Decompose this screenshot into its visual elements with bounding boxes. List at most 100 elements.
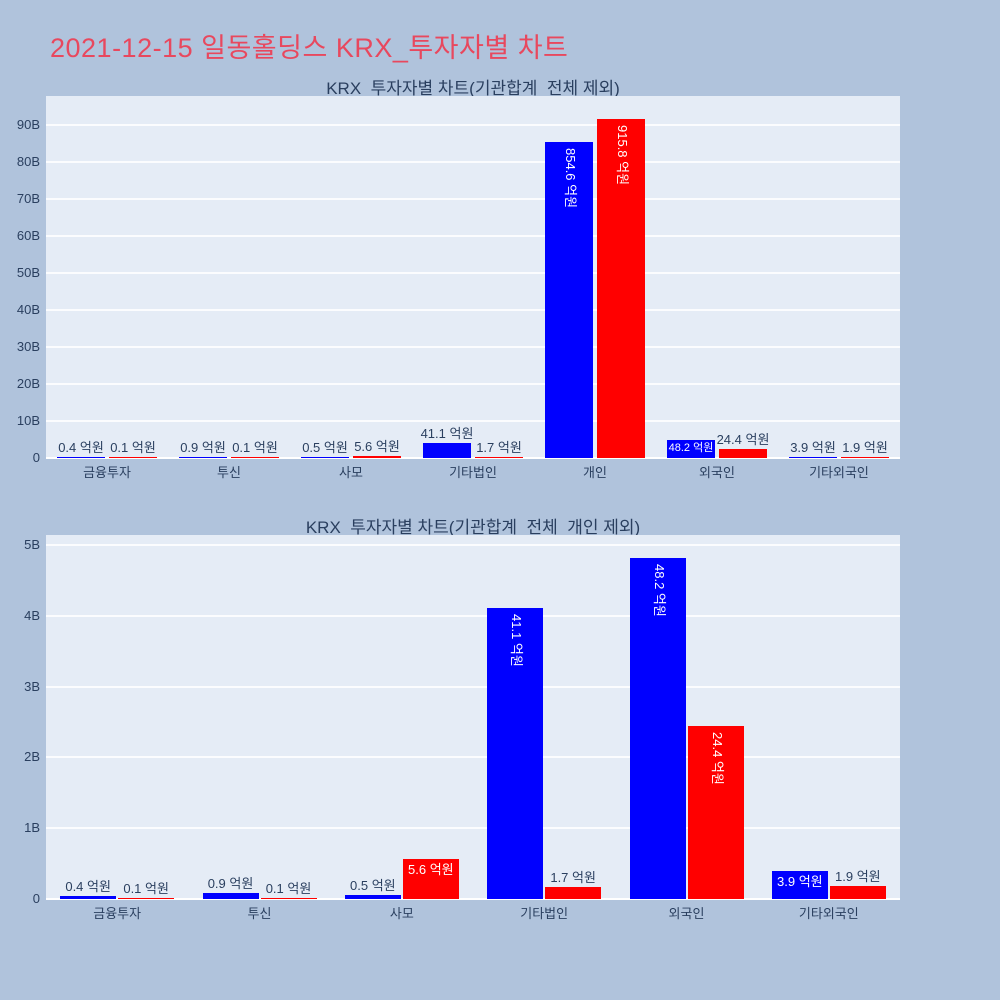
bar-blue-4[interactable]: [629, 557, 686, 899]
bar-value-label: 24.4 억원: [716, 431, 770, 447]
bar-red-3[interactable]: [545, 886, 602, 899]
gridline: [46, 543, 900, 546]
bar-value-label: 0.5 억원: [350, 878, 396, 894]
bar-value-label: 1.7 억원: [476, 440, 522, 455]
gridline: [46, 308, 900, 311]
bar-value-label: 5.6 억원: [408, 862, 454, 878]
y-tick-label: 90B: [16, 116, 40, 132]
y-tick-label: 0: [32, 891, 40, 906]
bar-red-1[interactable]: [231, 457, 279, 458]
x-tick-label: 기타외국인: [798, 906, 859, 921]
chart-all-investors: KRX_투자자별 차트(기관합계_전체 제외) 0 10B 20B 30B 40B 50B…: [17, 80, 900, 480]
x-axis-line: [46, 457, 900, 459]
y-tick-label: 10B: [16, 412, 40, 428]
bar-value-label: 1.7 억원: [550, 869, 596, 885]
bar-red-0[interactable]: [118, 898, 175, 899]
bar-value-label-text: 854.6 억원: [563, 147, 578, 208]
y-tick-label: 30B: [16, 338, 40, 354]
y-tick-label: 40B: [16, 301, 40, 317]
bar-red-1[interactable]: [260, 898, 317, 899]
bar-blue-0[interactable]: [60, 896, 117, 899]
y-tick-label: 1B: [24, 820, 40, 836]
gridline: [46, 271, 900, 274]
bar-red-3[interactable]: [475, 457, 523, 458]
bar-value-label: 0.1 억원: [232, 440, 278, 455]
y-tick-label: 50B: [16, 264, 40, 280]
y-tick-label: 80B: [16, 153, 40, 169]
bar-value-label: 0.1 억원: [123, 881, 169, 896]
bar-value-label: 5.6 억원: [354, 438, 400, 454]
bar-value-label: 41.1 억원: [420, 425, 474, 441]
gridline: [46, 234, 900, 237]
bar-value-label-text: 24.4 억원: [709, 732, 725, 786]
x-tick-label: 투신: [217, 465, 241, 480]
bar-red-6[interactable]: [841, 457, 889, 458]
chart-title: KRX_투자자별 차트(기관합계_전체 제외): [326, 79, 620, 98]
x-tick-label: 외국인: [699, 465, 735, 480]
y-tick-label: 4B: [24, 607, 40, 623]
bar-value-label: 0.4 억원: [58, 440, 104, 455]
bar-blue-2[interactable]: [301, 457, 349, 458]
bar-value-label: 0.9 억원: [180, 440, 226, 455]
x-tick-label: 사모: [389, 906, 414, 921]
page-title: 2021-12-15 일동홀딩스 KRX_투자자별 차트: [50, 33, 569, 63]
bar-blue-5[interactable]: [771, 871, 828, 899]
bar-value-label: 3.9 억원: [790, 439, 836, 455]
y-tick-label: 20B: [16, 375, 40, 391]
x-tick-label: 기타외국인: [809, 465, 869, 480]
gridline: [46, 420, 900, 422]
bar-value-label-text: 48.2 억원: [651, 563, 667, 617]
bar-blue-0[interactable]: [57, 457, 105, 458]
y-tick-label: 0: [32, 450, 40, 465]
x-tick-label: 개인: [583, 465, 607, 480]
y-tick-label: 60B: [16, 227, 40, 243]
chart-title: KRX_투자자별 차트(기관합계_전체_개인 제외): [305, 518, 641, 537]
y-tick-label: 5B: [24, 536, 40, 552]
gridline: [46, 123, 900, 126]
chart-excl-individual: KRX_투자자별 차트(기관합계_전체_개인 제외) 0 1B 2B 3B 4B 5B 금융…: [24, 519, 900, 921]
bar-blue-5[interactable]: [667, 440, 715, 458]
bar-value-label: 0.1 억원: [110, 440, 156, 455]
x-tick-label: 기타법인: [449, 465, 497, 480]
bar-blue-2[interactable]: [344, 895, 401, 899]
bar-red-5[interactable]: [719, 448, 767, 458]
bar-value-label: 0.4 억원: [65, 879, 111, 895]
bar-value-label: 1.9 억원: [835, 868, 881, 884]
bar-value-label: 3.9 억원: [777, 874, 823, 890]
y-tick-label: 2B: [24, 749, 40, 765]
gridline: [46, 197, 900, 200]
bar-value-label: 0.1 억원: [265, 881, 312, 896]
bar-value-label: 0.9 억원: [207, 875, 254, 891]
x-tick-label: 투신: [247, 906, 272, 921]
y-tick-label: 70B: [16, 190, 40, 206]
gridline: [46, 614, 900, 617]
bar-red-4[interactable]: [597, 119, 645, 458]
bar-blue-1[interactable]: [202, 892, 259, 899]
bar-blue-3[interactable]: [487, 607, 544, 899]
bar-blue-3[interactable]: [423, 442, 471, 458]
bar-red-2[interactable]: [353, 455, 401, 458]
x-tick-label: 금융투자: [93, 906, 142, 921]
x-axis-line: [46, 898, 900, 900]
bar-value-label: 0.5 억원: [302, 440, 348, 455]
bar-red-4[interactable]: [687, 726, 744, 899]
bar-blue-1[interactable]: [179, 457, 227, 458]
x-tick-label: 기타법인: [520, 906, 569, 921]
bar-red-5[interactable]: [829, 885, 886, 899]
x-tick-label: 사모: [339, 465, 363, 480]
gridline: [46, 382, 900, 385]
gridline: [46, 160, 900, 163]
bar-blue-6[interactable]: [789, 456, 837, 458]
bar-value-label-text: 915.8 억원: [615, 125, 630, 186]
x-tick-label: 외국인: [668, 906, 705, 921]
bar-value-label-text: 41.1 억원: [509, 613, 525, 667]
y-tick-label: 3B: [24, 678, 40, 694]
plot-area: 0 10B 20B 30B 40B 50B 60B 70B 80B 90B 금융투자 0.4 억원 0.…: [17, 96, 900, 480]
x-tick-label: 금융투자: [83, 465, 131, 480]
gridline: [46, 827, 900, 830]
bar-red-0[interactable]: [109, 457, 157, 458]
bar-red-2[interactable]: [402, 859, 459, 899]
bar-value-label: 48.2 억원: [668, 442, 714, 455]
bar-blue-4[interactable]: [545, 141, 593, 458]
